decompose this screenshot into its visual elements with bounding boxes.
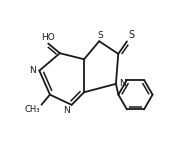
Text: S: S [97,31,103,40]
Text: CH₃: CH₃ [25,105,40,114]
Text: N: N [64,106,70,115]
Text: N: N [119,79,126,88]
Text: S: S [128,30,134,40]
Text: HO: HO [41,33,55,42]
Text: N: N [29,66,36,75]
